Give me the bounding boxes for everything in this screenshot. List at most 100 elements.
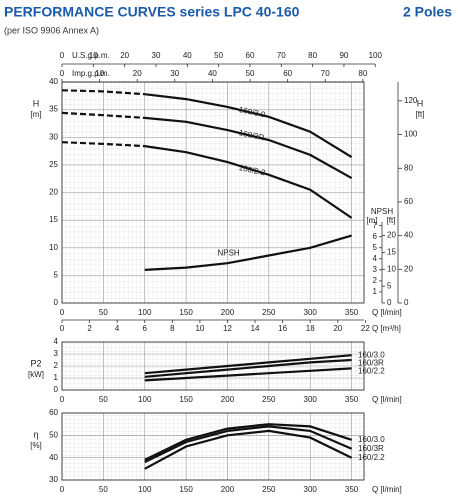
npsh-axis-label: NPSH <box>371 207 393 216</box>
top-tick-label: 80 <box>358 69 367 78</box>
y-tick-label: 0 <box>54 298 59 307</box>
npsh-ft-tick-label: 15 <box>387 248 396 257</box>
curve <box>144 367 352 382</box>
npsh-box <box>366 208 396 303</box>
m3h-tick-label: 20 <box>333 324 342 333</box>
curve <box>144 116 353 180</box>
y2-axis-label: H <box>417 98 424 108</box>
m3h-tick-label: 8 <box>170 324 175 333</box>
x-tick-label: 350 <box>345 308 359 317</box>
plot-frame <box>61 412 365 481</box>
x-tick-label: 0 <box>60 308 65 317</box>
curve <box>144 425 353 464</box>
x-tick-label: 0 <box>60 395 65 404</box>
top-axis-label: Imp.g.p.m. <box>72 69 110 78</box>
y2-tick-label: 40 <box>404 231 413 240</box>
y-axis-unit: [m] <box>30 110 41 119</box>
series-label: 160/2.2 <box>358 366 385 375</box>
y-axis-unit: [%] <box>30 441 42 450</box>
y2-tick-label: 100 <box>404 130 418 139</box>
top-tick-label: 30 <box>170 69 179 78</box>
top-tick-label: 50 <box>246 69 255 78</box>
y-tick-label: 30 <box>49 132 58 141</box>
npsh-ft-tick-label: 5 <box>387 281 392 290</box>
x-tick-label: 0 <box>60 485 65 494</box>
curve <box>144 429 353 470</box>
npsh-tick-label: 1 <box>373 287 378 296</box>
curve-dashed-part <box>61 89 145 96</box>
x-axis-label: Q [l/min] <box>372 395 402 404</box>
curve-dashed-part <box>61 141 145 148</box>
y-tick-label: 50 <box>49 430 58 439</box>
top-tick-label: 10 <box>95 69 104 78</box>
y-tick-label: 10 <box>49 243 58 252</box>
top-tick-label: 100 <box>369 51 383 60</box>
series-label: 160/3R <box>358 358 384 367</box>
m3h-tick-label: 12 <box>223 324 232 333</box>
top-tick-label: 40 <box>208 69 217 78</box>
minor-grid <box>62 413 364 480</box>
y-axis-label: P2 <box>30 358 41 368</box>
y-axis-unit: [kW] <box>28 370 44 379</box>
npsh-tick-label: 3 <box>373 265 378 274</box>
npsh-ft-tick-label: 10 <box>387 264 396 273</box>
npsh-unit: [m] <box>366 216 377 225</box>
x-tick-label: 350 <box>345 395 359 404</box>
x-tick-label: 350 <box>345 485 359 494</box>
npsh-curve-label: NPSH <box>217 248 239 257</box>
x-tick-label: 150 <box>179 308 193 317</box>
series-label: 160/3R <box>358 444 384 453</box>
top-tick-label: 50 <box>214 51 223 60</box>
top-tick-label: 70 <box>277 51 286 60</box>
curve <box>144 358 352 378</box>
y-tick-label: 15 <box>49 215 58 224</box>
top-tick-label: 60 <box>246 51 255 60</box>
y-tick-label: 35 <box>49 105 58 114</box>
m3h-tick-label: 6 <box>143 324 148 333</box>
y-tick-label: 4 <box>54 337 59 346</box>
y-tick-label: 3 <box>54 349 59 358</box>
m3h-tick-label: 14 <box>251 324 260 333</box>
x-tick-label: 200 <box>221 308 235 317</box>
top-axis-label: U.S.g.p.m. <box>72 51 110 60</box>
top-tick-label: 80 <box>308 51 317 60</box>
curve <box>144 354 352 375</box>
npsh-tick-label: 7 <box>373 221 378 230</box>
x-tick-label: 300 <box>304 308 318 317</box>
y-axis-label: η <box>33 429 38 439</box>
top-tick-label: 0 <box>60 69 65 78</box>
y2-tick-label: 0 <box>404 298 409 307</box>
top-tick-label: 70 <box>321 69 330 78</box>
npsh-curve <box>144 234 352 271</box>
x-tick-label: 250 <box>262 308 276 317</box>
x-tick-label: 250 <box>262 485 276 494</box>
npsh-ft-tick-label: 20 <box>387 231 396 240</box>
y2-tick-label: 80 <box>404 163 413 172</box>
m3h-tick-label: 18 <box>306 324 315 333</box>
x-axis-label: Q [l/min] <box>372 308 402 317</box>
y-tick-label: 30 <box>49 475 58 484</box>
x-tick-label: 200 <box>221 485 235 494</box>
x-tick-label: 200 <box>221 395 235 404</box>
top-tick-label: 20 <box>133 69 142 78</box>
x-tick-label: 300 <box>304 485 318 494</box>
y2-tick-label: 120 <box>404 96 418 105</box>
plot-frame <box>61 341 365 391</box>
series-label: 160/3.0 <box>358 435 385 444</box>
top-tick-label: 90 <box>339 51 348 60</box>
top-tick-label: 10 <box>89 51 98 60</box>
x-tick-label: 50 <box>99 485 108 494</box>
x-axis-label: Q [l/min] <box>372 485 402 494</box>
npsh-tick-label: 4 <box>373 254 378 263</box>
y2-tick-label: 60 <box>404 197 413 206</box>
y-tick-label: 40 <box>49 77 58 86</box>
curve <box>144 423 352 461</box>
m3h-tick-label: 10 <box>195 324 204 333</box>
m3h-tick-label: 16 <box>278 324 287 333</box>
m3h-tick-label: 4 <box>115 324 120 333</box>
npsh-ft-tick-label: 0 <box>387 298 392 307</box>
x-tick-label: 250 <box>262 395 276 404</box>
note: (per ISO 9906 Annex A) <box>4 25 99 35</box>
y-tick-label: 40 <box>49 453 58 462</box>
